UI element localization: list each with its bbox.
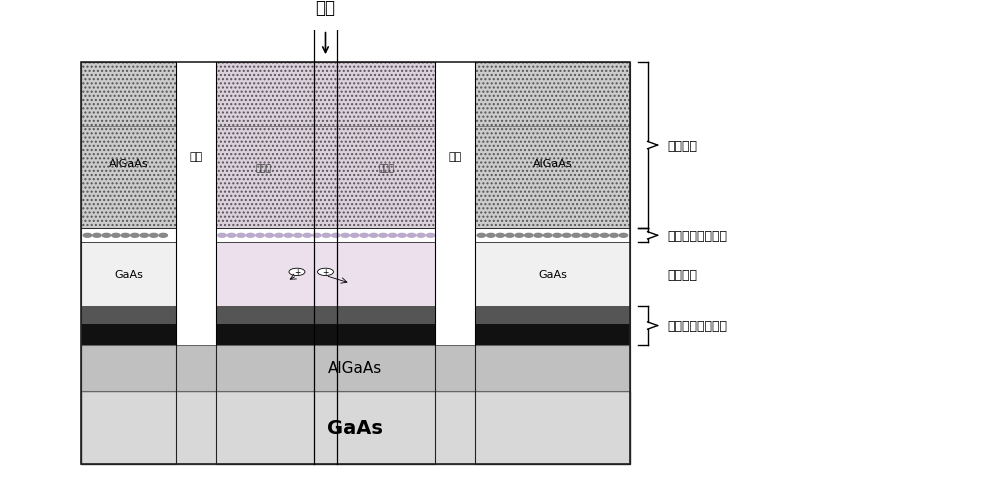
Circle shape <box>83 234 92 238</box>
Circle shape <box>227 234 236 238</box>
Circle shape <box>237 234 245 238</box>
Text: AlGaAs: AlGaAs <box>533 159 572 169</box>
Text: 光吸收层: 光吸收层 <box>668 268 698 281</box>
Circle shape <box>313 234 321 238</box>
Circle shape <box>379 234 387 238</box>
Circle shape <box>289 269 305 276</box>
Text: GaAs: GaAs <box>327 418 383 437</box>
Bar <box>176 62 216 306</box>
Circle shape <box>591 234 599 238</box>
Circle shape <box>93 234 101 238</box>
Bar <box>81 62 176 464</box>
Bar <box>475 126 630 229</box>
Circle shape <box>102 234 111 238</box>
Text: 二维电子气形成层: 二维电子气形成层 <box>668 319 728 332</box>
Circle shape <box>159 234 167 238</box>
Circle shape <box>572 234 580 238</box>
Text: 耗尺区: 耗尺区 <box>256 164 272 173</box>
Circle shape <box>150 234 158 238</box>
Circle shape <box>477 234 486 238</box>
Circle shape <box>619 234 628 238</box>
Bar <box>435 62 475 306</box>
Circle shape <box>543 234 552 238</box>
Text: AlGaAs: AlGaAs <box>109 159 148 169</box>
Text: AlGaAs: AlGaAs <box>328 361 383 376</box>
Circle shape <box>351 234 359 238</box>
Circle shape <box>426 234 435 238</box>
Bar <box>81 126 176 229</box>
Circle shape <box>515 234 523 238</box>
Circle shape <box>407 234 416 238</box>
Bar <box>81 391 630 464</box>
Text: 光照: 光照 <box>315 0 335 17</box>
Text: 表面盖层: 表面盖层 <box>668 139 698 152</box>
Circle shape <box>332 234 340 238</box>
Circle shape <box>318 269 333 276</box>
Circle shape <box>218 234 226 238</box>
Circle shape <box>322 234 330 238</box>
Circle shape <box>131 234 139 238</box>
Circle shape <box>265 234 274 238</box>
Bar <box>81 306 630 325</box>
Circle shape <box>275 234 283 238</box>
Bar <box>81 243 176 306</box>
Circle shape <box>246 234 255 238</box>
Bar <box>216 62 435 126</box>
Circle shape <box>600 234 609 238</box>
Circle shape <box>398 234 406 238</box>
Circle shape <box>256 234 264 238</box>
Circle shape <box>388 234 397 238</box>
Text: 量子点电荷限制层: 量子点电荷限制层 <box>668 229 728 243</box>
Text: +: + <box>322 268 329 277</box>
Bar <box>475 62 630 464</box>
Bar <box>216 243 435 306</box>
Text: +: + <box>294 268 300 277</box>
Text: GaAs: GaAs <box>114 269 143 280</box>
Bar <box>475 243 630 306</box>
Circle shape <box>525 234 533 238</box>
Circle shape <box>417 234 425 238</box>
Bar <box>216 126 435 229</box>
Circle shape <box>112 234 120 238</box>
Circle shape <box>581 234 590 238</box>
Circle shape <box>610 234 618 238</box>
Circle shape <box>284 234 293 238</box>
Bar <box>81 345 630 391</box>
Bar <box>81 62 630 464</box>
Circle shape <box>341 234 349 238</box>
Bar <box>81 62 176 126</box>
Circle shape <box>534 234 542 238</box>
Text: 沟槽: 沟槽 <box>189 152 202 162</box>
Circle shape <box>506 234 514 238</box>
Bar <box>435 306 475 345</box>
Circle shape <box>369 234 378 238</box>
Circle shape <box>303 234 312 238</box>
Circle shape <box>360 234 368 238</box>
Circle shape <box>496 234 504 238</box>
Bar <box>216 62 435 464</box>
Text: 耗尺区: 耗尺区 <box>379 164 395 173</box>
Bar <box>176 306 216 345</box>
Text: 沟槽: 沟槽 <box>448 152 462 162</box>
Circle shape <box>121 234 130 238</box>
Bar <box>81 325 630 345</box>
Circle shape <box>487 234 495 238</box>
Text: GaAs: GaAs <box>538 269 567 280</box>
Circle shape <box>562 234 571 238</box>
Circle shape <box>140 234 148 238</box>
Circle shape <box>553 234 561 238</box>
Circle shape <box>294 234 302 238</box>
Bar <box>475 62 630 126</box>
